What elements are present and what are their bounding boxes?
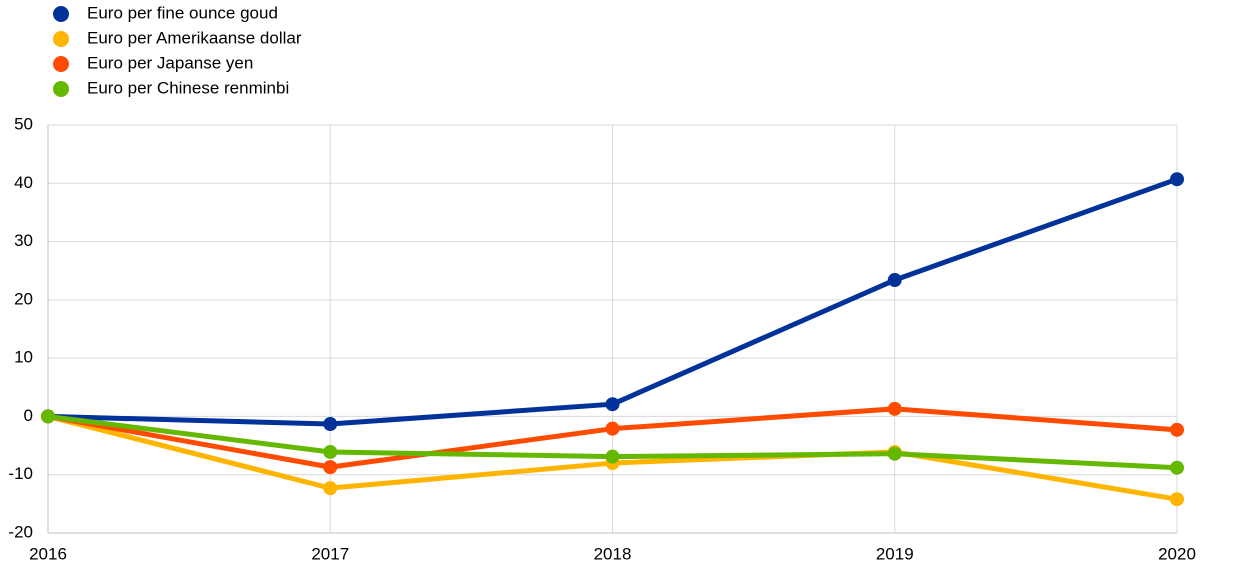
legend-marker xyxy=(53,6,69,22)
data-point xyxy=(887,446,902,461)
x-tick-label: 2019 xyxy=(876,544,914,563)
legend-marker xyxy=(53,56,69,72)
data-point xyxy=(1170,422,1184,437)
y-tick-label: 10 xyxy=(14,348,33,367)
data-point xyxy=(605,397,620,412)
legend-marker xyxy=(53,31,69,47)
y-tick-label: 30 xyxy=(14,231,33,250)
data-point xyxy=(41,409,55,424)
legend-marker xyxy=(53,81,69,97)
data-point xyxy=(1170,460,1184,475)
data-point xyxy=(323,417,338,432)
legend-label: Euro per fine ounce goud xyxy=(87,3,278,22)
data-point xyxy=(323,481,338,496)
data-point xyxy=(323,460,338,475)
y-tick-label: 20 xyxy=(14,289,33,308)
y-tick-label: 0 xyxy=(24,406,33,425)
data-point xyxy=(887,273,902,288)
y-tick-label: 50 xyxy=(14,114,33,133)
data-point xyxy=(1170,492,1184,507)
data-point xyxy=(323,444,338,459)
legend-label: Euro per Japanse yen xyxy=(87,53,253,72)
y-tick-label: 40 xyxy=(14,173,33,192)
y-tick-label: -20 xyxy=(8,522,33,541)
x-tick-label: 2016 xyxy=(29,544,67,563)
x-tick-label: 2017 xyxy=(311,544,349,563)
legend-label: Euro per Chinese renminbi xyxy=(87,78,289,97)
y-tick-label: -10 xyxy=(8,464,33,483)
data-point xyxy=(887,401,902,416)
data-point xyxy=(605,421,620,436)
data-point xyxy=(1170,172,1184,187)
legend-label: Euro per Amerikaanse dollar xyxy=(87,28,302,47)
x-tick-label: 2020 xyxy=(1158,544,1196,563)
data-point xyxy=(605,449,620,464)
x-tick-label: 2018 xyxy=(594,544,632,563)
